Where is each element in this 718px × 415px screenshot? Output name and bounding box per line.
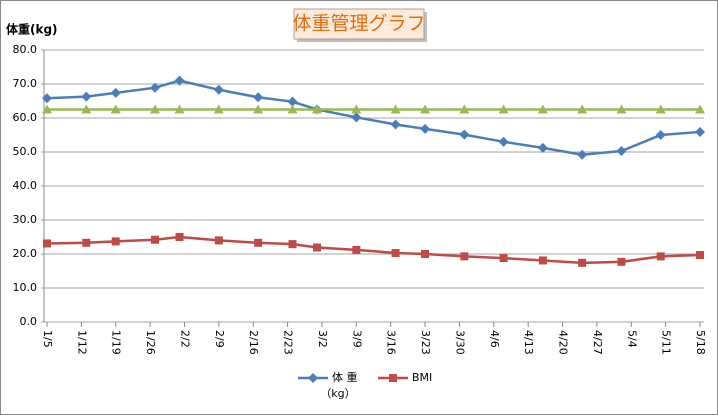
data-point: [213, 84, 224, 95]
data-point: [459, 104, 470, 114]
data-point: [695, 126, 705, 137]
legend-label: 体 重: [332, 370, 358, 384]
data-point: [420, 123, 431, 134]
title-box: [293, 8, 425, 40]
x-tick-label: 3/23: [419, 330, 432, 355]
data-point: [499, 254, 508, 263]
chart-title: 体重管理グラフ: [292, 13, 425, 35]
y-tick-label: 0.0: [20, 315, 38, 328]
data-point: [174, 75, 185, 86]
data-point: [537, 104, 548, 114]
data-point: [110, 104, 121, 114]
data-point: [82, 238, 91, 247]
data-point: [287, 96, 298, 107]
legend-note: （kg）: [320, 387, 355, 400]
x-tick-label: 4/6: [488, 330, 501, 348]
data-point: [655, 104, 666, 114]
data-point: [655, 130, 666, 140]
data-point: [421, 250, 430, 258]
data-point: [352, 245, 361, 254]
data-point: [214, 236, 223, 245]
data-point: [313, 243, 322, 252]
data-point: [312, 104, 323, 114]
data-point: [420, 104, 431, 114]
data-point: [459, 129, 470, 140]
x-tick-label: 1/5: [41, 330, 54, 348]
data-point: [617, 257, 626, 266]
x-tick-label: 3/9: [350, 330, 363, 348]
data-point: [42, 93, 52, 104]
y-tick-label: 60.0: [13, 111, 38, 124]
y-tick-label: 50.0: [13, 145, 38, 158]
x-tick-label: 3/2: [316, 330, 329, 348]
data-point: [656, 252, 665, 261]
data-point: [253, 92, 264, 103]
x-tick-label: 2/23: [282, 330, 295, 355]
data-point: [537, 142, 548, 153]
data-point: [578, 258, 587, 267]
y-tick-label: 70.0: [13, 77, 38, 90]
x-tick-label: 2/16: [247, 330, 260, 355]
data-point: [254, 238, 263, 247]
x-tick-label: 5/11: [660, 330, 673, 355]
data-point: [498, 104, 509, 114]
data-point: [81, 91, 92, 102]
data-point: [287, 104, 298, 114]
data-point: [696, 251, 704, 260]
y-axis-label: 体重(kg): [6, 22, 58, 37]
data-point: [174, 104, 185, 114]
data-point: [288, 240, 297, 249]
data-point: [616, 104, 627, 114]
data-point: [616, 145, 627, 156]
data-point: [81, 104, 92, 114]
y-tick-label: 80.0: [13, 43, 38, 56]
x-tick-label: 5/4: [625, 330, 638, 348]
y-tick-label: 40.0: [13, 179, 38, 192]
x-tick-label: 4/20: [557, 330, 570, 355]
data-point: [253, 104, 264, 114]
x-tick-label: 4/13: [522, 330, 535, 355]
data-point: [498, 136, 509, 147]
x-tick-label: 5/18: [694, 330, 707, 355]
data-point: [150, 82, 161, 93]
data-point: [577, 104, 588, 114]
data-point: [460, 252, 469, 261]
y-tick-label: 10.0: [13, 281, 38, 294]
legend-label: BMI: [412, 371, 432, 384]
x-tick-label: 1/26: [144, 330, 157, 355]
data-point: [42, 104, 52, 114]
x-tick-label: 4/27: [591, 330, 604, 355]
x-tick-label: 1/12: [75, 330, 88, 355]
legend-marker: [389, 374, 397, 382]
data-point: [390, 119, 401, 130]
data-point: [175, 233, 184, 241]
data-point: [391, 248, 400, 257]
data-point: [110, 87, 121, 98]
data-point: [538, 256, 547, 265]
data-point: [151, 235, 160, 244]
data-point: [351, 112, 362, 123]
x-tick-label: 2/2: [178, 330, 191, 348]
data-point: [351, 104, 362, 114]
y-tick-label: 30.0: [13, 213, 38, 226]
data-point: [111, 237, 120, 246]
x-tick-label: 2/9: [213, 330, 226, 348]
x-tick-label: 3/30: [453, 330, 466, 355]
data-point: [150, 104, 161, 114]
data-point: [390, 104, 401, 114]
data-point: [695, 104, 705, 114]
data-point: [577, 149, 588, 160]
x-tick-label: 3/16: [385, 330, 398, 355]
data-point: [43, 239, 51, 248]
legend-marker: [308, 373, 318, 383]
x-tick-label: 1/19: [110, 330, 123, 355]
y-tick-label: 20.0: [13, 247, 38, 260]
data-point: [213, 104, 224, 114]
